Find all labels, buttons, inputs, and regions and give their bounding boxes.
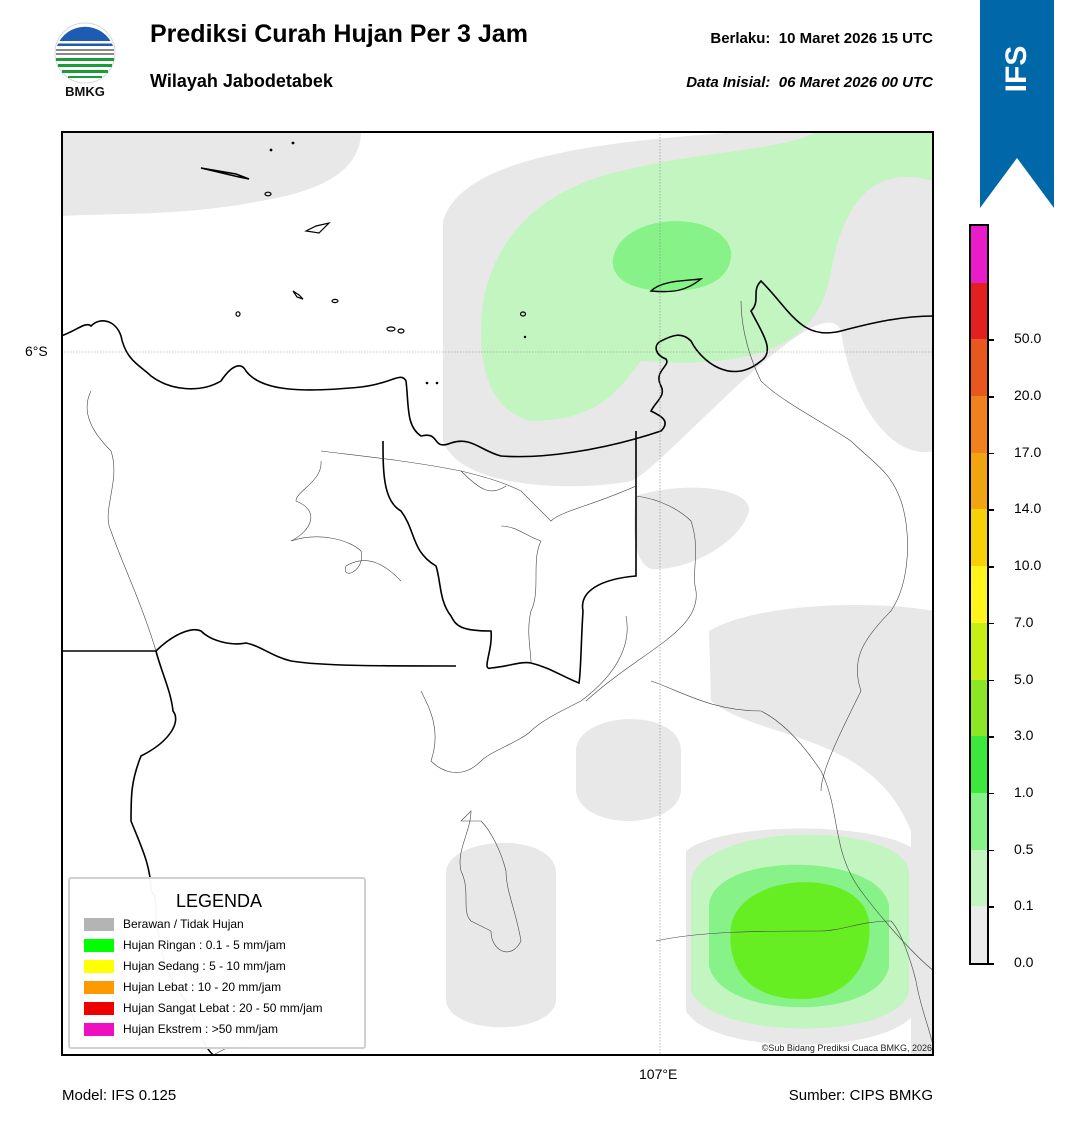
colorbar-tick-label: 0.1 (1014, 897, 1034, 914)
colorbar-segment (971, 339, 987, 397)
legend-item-light-rain: Hujan Ringan : 0.1 - 5 mm/jam (84, 937, 286, 953)
colorbar (969, 224, 989, 965)
colorbar-tick (987, 849, 994, 852)
map-legend: LEGENDA Berawan / Tidak Hujan Hujan Ring… (68, 877, 366, 1049)
colorbar-tick-label: 20.0 (1014, 387, 1042, 404)
colorbar-segment (971, 622, 987, 680)
colorbar-tick (987, 792, 994, 795)
legend-label: Hujan Sedang : 5 - 10 mm/jam (123, 959, 286, 973)
colorbar-tick-label: 0.0 (1014, 954, 1034, 970)
banner-text: IFS (1000, 45, 1033, 93)
legend-item-heavy-rain: Hujan Lebat : 10 - 20 mm/jam (84, 979, 281, 995)
colorbar-tick-label: 17.0 (1014, 443, 1042, 460)
legend-label: Hujan Sangat Lebat : 20 - 50 mm/jam (123, 1001, 323, 1015)
colorbar-tick (987, 566, 994, 568)
legend-swatch (84, 980, 114, 994)
colorbar-tick (987, 622, 994, 625)
colorbar-segment (971, 679, 987, 737)
colorbar-segment (971, 282, 987, 340)
colorbar-tick (987, 963, 994, 965)
colorbar-tick-label: 50.0 (1014, 330, 1042, 347)
legend-label: Hujan Lebat : 10 - 20 mm/jam (123, 980, 282, 994)
cloudy-area-center (634, 487, 750, 570)
colorbar-tick (987, 396, 994, 398)
cloudy-area-east (709, 605, 934, 1056)
legend-label: Hujan Ringan : 0.1 - 5 mm/jam (123, 938, 286, 952)
legend-swatch (84, 1001, 114, 1015)
moderate-rain-area-north (612, 221, 732, 292)
colorbar-tick-label: 5.0 (1014, 670, 1034, 687)
logo-text: BMKG (65, 84, 105, 99)
colorbar-tick (987, 509, 994, 511)
colorbar-tick-label: 1.0 (1014, 783, 1034, 800)
legend-item-cloudy: Berawan / Tidak Hujan (84, 916, 244, 932)
legend-item-very-heavy-rain: Hujan Sangat Lebat : 20 - 50 mm/jam (84, 1000, 322, 1016)
colorbar-tick (987, 339, 994, 341)
valid-label: Berlaku: (710, 30, 771, 47)
colorbar-segment (971, 849, 987, 907)
init-value: 06 Maret 2026 00 UTC (778, 74, 933, 91)
colorbar-tick-label: 3.0 (1014, 727, 1034, 744)
colorbar-segment (971, 736, 987, 793)
heavy-light-rain-area-southeast (730, 882, 870, 999)
colorbar-tick (987, 736, 994, 738)
legend-swatch (84, 959, 114, 973)
legend-item-moderate-rain: Hujan Sedang : 5 - 10 mm/jam (84, 958, 286, 974)
colorbar-tick-label: 0.5 (1014, 840, 1034, 857)
init-label: Data Inisial: (686, 74, 771, 91)
page-title: Prediksi Curah Hujan Per 3 Jam (150, 20, 528, 48)
legend-label: Hujan Ekstrem : >50 mm/jam (123, 1022, 279, 1036)
legend-title: LEGENDA (175, 891, 263, 911)
valid-time: Berlaku: 10 Maret 2026 15 UTC (710, 30, 933, 47)
colorbar-tick (987, 679, 994, 682)
legend-swatch (84, 1022, 114, 1036)
model-banner: IFS (980, 0, 1054, 208)
cloudy-area-northwest (61, 131, 361, 216)
colorbar-segment (971, 509, 987, 567)
legend-swatch (84, 917, 114, 931)
colorbar-segment (971, 396, 987, 453)
cloudy-area-southwest (446, 842, 556, 1028)
valid-value: 10 Maret 2026 15 UTC (778, 30, 933, 47)
map-copyright: ©Sub Bidang Prediksi Cuaca BMKG, 2026 (761, 1043, 932, 1053)
colorbar-tick-label: 10.0 (1014, 557, 1042, 574)
colorbar-tick (987, 452, 994, 455)
data-source: Sumber: CIPS BMKG (788, 1087, 933, 1104)
province-border (382, 431, 637, 685)
longitude-label: 107°E (639, 1066, 678, 1082)
model-info: Model: IFS 0.125 (62, 1087, 177, 1104)
cloudy-area-south-center (576, 719, 681, 821)
regency-borders (86, 300, 934, 1056)
init-time: Data Inisial: 06 Maret 2026 00 UTC (686, 74, 933, 91)
page-subtitle: Wilayah Jabodetabek (150, 71, 333, 91)
legend-swatch (84, 938, 114, 952)
bmkg-logo-icon (54, 22, 116, 84)
island (200, 167, 250, 180)
latitude-label: 6°S (25, 343, 48, 359)
colorbar-segment (971, 226, 987, 283)
colorbar-tick (987, 906, 994, 908)
coastline (61, 279, 934, 458)
colorbar-segment (971, 566, 987, 623)
colorbar-tick-label: 14.0 (1014, 500, 1042, 517)
colorbar-segment (971, 792, 987, 850)
colorbar-tick-label: 7.0 (1014, 613, 1034, 630)
colorbar-segment (971, 906, 987, 963)
legend-item-extreme-rain: Hujan Ekstrem : >50 mm/jam (84, 1021, 278, 1037)
bmkg-logo: BMKG (52, 20, 118, 100)
colorbar-segment (971, 452, 987, 510)
up-chevron-icon (980, 0, 1054, 208)
legend-label: Berawan / Tidak Hujan (123, 917, 244, 931)
